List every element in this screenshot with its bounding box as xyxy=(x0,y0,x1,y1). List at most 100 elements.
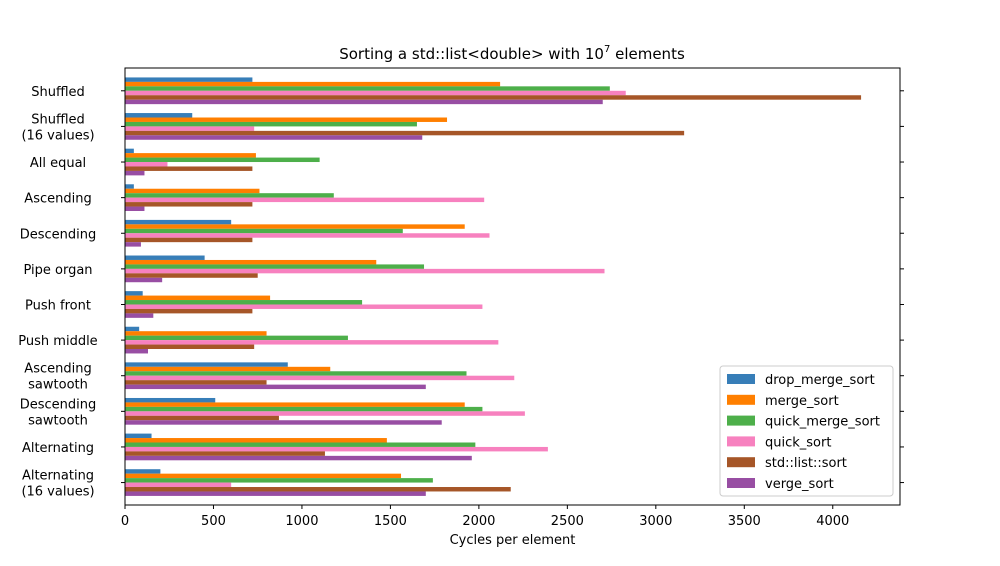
bar-quick-sort-5 xyxy=(125,268,605,274)
legend-label-4: std::list::sort xyxy=(765,456,847,471)
x-axis-ticks: 0 500 1000 1500 2000 2500 3000 3500 4000 xyxy=(121,505,849,529)
y-tick-label-line: Descending xyxy=(20,397,97,412)
bar-verge-sort-9 xyxy=(125,420,442,425)
bar-merge-sort-0 xyxy=(125,81,501,87)
legend-swatch-3 xyxy=(727,436,755,447)
y-tick-label-line: Descending xyxy=(20,227,97,242)
bar-quick-merge-sort-1 xyxy=(125,121,417,127)
x-tick-label: 500 xyxy=(201,514,226,529)
bar-quick-merge-sort-4 xyxy=(125,228,403,234)
x-tick-label: 0 xyxy=(121,514,129,529)
chart-title: Sorting a std::list<double> with 107 ele… xyxy=(339,44,685,63)
y-tick-label-line: sawtooth xyxy=(28,413,88,428)
bar-quick-sort-9 xyxy=(125,411,525,416)
bar-verge-sort-5 xyxy=(125,277,163,283)
bar-drop-merge-sort-8 xyxy=(125,362,288,367)
y-tick-label: Alternating (16 values) xyxy=(21,469,94,500)
x-tick-label: 2000 xyxy=(462,514,495,529)
bar-drop-merge-sort-11 xyxy=(125,469,161,474)
bar-verge-sort-6 xyxy=(125,313,154,318)
y-tick-label-line: Shuffled xyxy=(31,112,85,127)
bar-drop-merge-sort-6 xyxy=(125,291,143,296)
legend-swatch-2 xyxy=(727,415,755,426)
bar-std-list-sort-3 xyxy=(125,202,253,207)
legend-label-5: verge_sort xyxy=(765,477,834,492)
legend-box xyxy=(719,365,894,497)
bar-quick-merge-sort-11 xyxy=(125,478,433,483)
bar-verge-sort-8 xyxy=(125,384,426,390)
bar-std-list-sort-4 xyxy=(125,237,253,243)
y-tick-label: Pipe organ xyxy=(23,263,92,278)
bar-quick-sort-6 xyxy=(125,304,483,309)
bar-std-list-sort-9 xyxy=(125,415,279,421)
bar-quick-merge-sort-3 xyxy=(125,193,334,198)
y-tick-label: Push middle xyxy=(18,334,97,349)
bar-merge-sort-6 xyxy=(125,295,271,301)
bar-merge-sort-4 xyxy=(125,224,465,229)
bar-quick-merge-sort-8 xyxy=(125,371,467,376)
legend-swatch-1 xyxy=(727,394,755,405)
bar-quick-merge-sort-7 xyxy=(125,335,348,341)
y-tick-label: Shuffled (16 values) xyxy=(21,112,94,143)
y-tick-label-line: Push front xyxy=(25,298,91,313)
bar-drop-merge-sort-0 xyxy=(125,77,253,82)
y-tick-label-line: All equal xyxy=(30,156,86,171)
x-tick-label: 3500 xyxy=(728,514,761,529)
y-tick-label-line: (16 values) xyxy=(21,485,94,500)
y-tick-label-line: Shuffled xyxy=(31,85,85,100)
bar-drop-merge-sort-3 xyxy=(125,184,134,189)
bar-quick-sort-7 xyxy=(125,340,499,345)
bar-quick-sort-8 xyxy=(125,375,515,381)
bar-std-list-sort-6 xyxy=(125,308,253,314)
legend-label-1: merge_sort xyxy=(765,394,839,409)
bar-quick-merge-sort-9 xyxy=(125,406,483,412)
y-tick-label: Shuffled xyxy=(31,85,85,100)
bars-group xyxy=(125,77,862,496)
bar-std-list-sort-1 xyxy=(125,130,685,136)
legend-label-0: drop_merge_sort xyxy=(765,373,875,388)
legend-swatch-5 xyxy=(727,478,755,488)
bar-verge-sort-1 xyxy=(125,135,423,140)
bar-verge-sort-11 xyxy=(125,491,426,496)
bar-quick-sort-1 xyxy=(125,126,255,131)
bar-drop-merge-sort-4 xyxy=(125,219,232,225)
legend: drop_merge_sort merge_sort quick_merge_sor… xyxy=(719,365,894,497)
y-tick-label: Ascending xyxy=(24,192,91,207)
bar-quick-merge-sort-6 xyxy=(125,300,363,305)
bar-drop-merge-sort-5 xyxy=(125,255,205,260)
bar-quick-merge-sort-2 xyxy=(125,157,320,163)
y-tick-label: Alternating xyxy=(22,441,94,456)
bar-verge-sort-4 xyxy=(125,242,141,247)
bar-verge-sort-3 xyxy=(125,206,145,211)
bar-merge-sort-5 xyxy=(125,259,377,265)
y-tick-label-line: Push middle xyxy=(18,334,97,349)
bar-merge-sort-2 xyxy=(125,153,256,158)
bar-drop-merge-sort-2 xyxy=(125,148,134,154)
bar-merge-sort-7 xyxy=(125,331,267,336)
bar-std-list-sort-2 xyxy=(125,166,253,171)
y-tick-label-line: Pipe organ xyxy=(23,263,92,278)
bar-quick-sort-3 xyxy=(125,197,485,203)
plot-frame xyxy=(124,67,901,506)
y-tick-label: Descending xyxy=(20,227,97,242)
y-tick-label: Descending sawtooth xyxy=(20,397,97,428)
x-tick-label: 4000 xyxy=(816,514,849,529)
bar-drop-merge-sort-9 xyxy=(125,397,216,403)
bar-quick-sort-4 xyxy=(125,233,490,238)
y-tick-label: Push front xyxy=(25,298,91,313)
x-axis-label: Cycles per element xyxy=(450,533,576,548)
bar-verge-sort-0 xyxy=(125,99,603,105)
y-tick-label-line: Alternating xyxy=(22,441,94,456)
x-tick-label: 1500 xyxy=(374,514,407,529)
bar-quick-merge-sort-10 xyxy=(125,442,476,447)
bar-verge-sort-2 xyxy=(125,170,145,176)
bar-verge-sort-7 xyxy=(125,349,149,354)
bar-merge-sort-3 xyxy=(125,188,260,194)
bar-std-list-sort-5 xyxy=(125,273,258,278)
bar-merge-sort-1 xyxy=(125,117,448,122)
bar-quick-sort-0 xyxy=(125,90,626,96)
legend-label-2: quick_merge_sort xyxy=(765,415,880,430)
legend-swatch-0 xyxy=(727,374,755,384)
